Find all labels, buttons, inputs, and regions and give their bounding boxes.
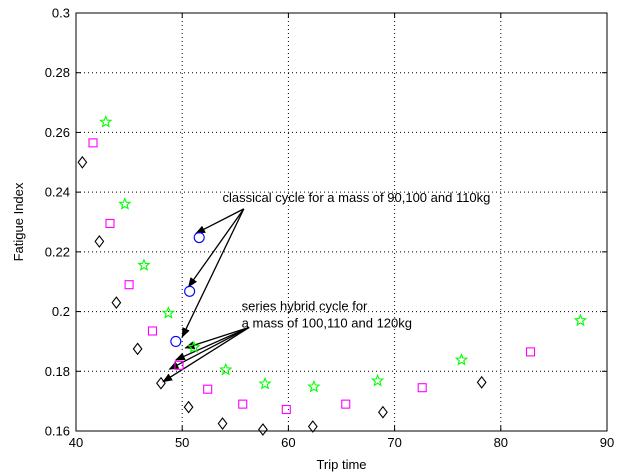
plot-area <box>76 13 607 431</box>
square-point <box>174 360 184 370</box>
y-tick-label: 0.22 <box>45 244 70 259</box>
annotation-text: classical cycle for a mass of 90,100 and… <box>223 190 491 205</box>
square-point <box>238 399 248 409</box>
x-tick-label: 40 <box>69 435 83 450</box>
x-tick-label: 90 <box>600 435 614 450</box>
square-point <box>147 326 158 336</box>
y-tick-label: 0.2 <box>52 304 70 319</box>
x-axis-label: Trip time <box>316 457 366 472</box>
star-point <box>307 379 321 393</box>
square-point <box>525 347 536 357</box>
star-point <box>258 376 272 390</box>
y-tick-label: 0.28 <box>45 65 70 80</box>
y-tick-label: 0.26 <box>45 125 70 140</box>
star-point <box>573 313 588 327</box>
square-point <box>88 138 98 148</box>
y-tick-label: 0.18 <box>45 364 70 379</box>
star-point <box>137 258 151 271</box>
square-point <box>105 218 115 229</box>
axis-ticks: 40 50 60 70 80 90 0.16 0.18 0.2 0.22 0.24 0.26 0.28 0… <box>45 6 615 451</box>
annotation-arrow <box>187 208 245 288</box>
star-point <box>99 114 113 128</box>
diamond-point <box>111 296 122 310</box>
diamond-point <box>94 235 105 248</box>
annotation-text: series hybrid cycle for <box>242 298 368 313</box>
diamond-point <box>258 423 268 436</box>
diamond-point <box>476 375 487 389</box>
star-point <box>370 373 385 387</box>
square-point <box>417 383 427 393</box>
square-point <box>281 404 291 415</box>
x-tick-label: 80 <box>494 435 508 450</box>
y-tick-label: 0.24 <box>45 185 70 200</box>
square-point <box>124 280 134 290</box>
star-point <box>187 340 201 354</box>
diamond-point <box>217 417 228 430</box>
annotation-arrow <box>195 208 245 234</box>
x-tick-label: 70 <box>387 435 401 450</box>
y-tick-label: 0.16 <box>45 424 70 439</box>
data-points <box>77 114 588 436</box>
diamond-point <box>77 155 88 169</box>
y-tick-label: 0.3 <box>52 6 70 21</box>
annotation-arrow <box>162 326 250 383</box>
square-point <box>203 384 213 394</box>
y-axis-label: Fatigue Index <box>11 182 26 261</box>
plot-frame <box>75 12 608 432</box>
star-point <box>118 197 132 210</box>
annotation-arrow <box>174 326 250 361</box>
x-tick-label: 60 <box>281 435 295 450</box>
diamond-point <box>183 400 194 414</box>
circle-point <box>170 335 182 347</box>
annotations: classical cycle for a mass of 90,100 and… <box>223 190 491 330</box>
circle-point <box>184 285 196 297</box>
annotation-arrows <box>162 208 250 383</box>
square-point <box>341 399 351 409</box>
circle-point <box>193 231 205 244</box>
star-point <box>454 352 469 366</box>
annotation-arrow <box>181 208 245 338</box>
star-point <box>161 306 176 319</box>
diamond-point <box>156 376 166 390</box>
diamond-point <box>307 420 318 433</box>
annotation-arrow <box>184 326 250 350</box>
star-point <box>219 362 233 376</box>
annotation-text: a mass of 100,110 and 120kg <box>242 315 412 330</box>
diamond-point <box>378 405 388 419</box>
diamond-point <box>132 342 143 356</box>
x-tick-label: 50 <box>175 435 189 450</box>
